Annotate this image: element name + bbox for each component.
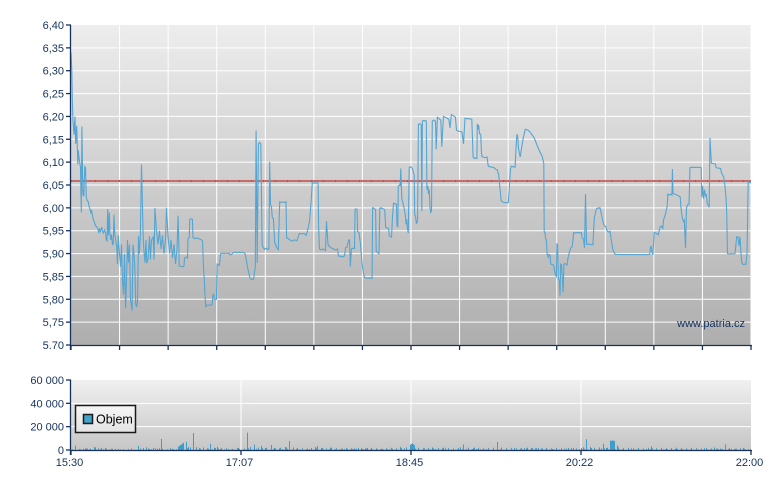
svg-text:5,75: 5,75 [43, 317, 64, 329]
svg-text:5,90: 5,90 [43, 249, 64, 261]
svg-text:0: 0 [58, 445, 64, 457]
svg-text:40 000: 40 000 [30, 398, 64, 410]
svg-text:15:30: 15:30 [56, 457, 84, 469]
svg-text:6,40: 6,40 [43, 20, 64, 32]
svg-text:6,20: 6,20 [43, 111, 64, 123]
svg-text:6,00: 6,00 [43, 203, 64, 215]
svg-text:6,10: 6,10 [43, 157, 64, 169]
svg-text:20:22: 20:22 [566, 457, 594, 469]
svg-text:6,05: 6,05 [43, 180, 64, 192]
svg-text:Objem: Objem [96, 413, 133, 427]
svg-text:6,25: 6,25 [43, 89, 64, 101]
svg-text:6,15: 6,15 [43, 134, 64, 146]
svg-text:6,30: 6,30 [43, 66, 64, 78]
svg-text:18:45: 18:45 [396, 457, 424, 469]
svg-text:60 000: 60 000 [30, 375, 64, 387]
svg-text:22:00: 22:00 [736, 457, 764, 469]
svg-text:17:07: 17:07 [226, 457, 254, 469]
svg-text:5,80: 5,80 [43, 294, 64, 306]
svg-text:5.70: 5.70 [43, 340, 64, 352]
svg-text:5,95: 5,95 [43, 226, 64, 238]
svg-text:6,35: 6,35 [43, 43, 64, 55]
svg-text:20 000: 20 000 [30, 422, 64, 434]
svg-text:www.patria.cz: www.patria.cz [676, 318, 745, 330]
svg-text:5,85: 5,85 [43, 271, 64, 283]
